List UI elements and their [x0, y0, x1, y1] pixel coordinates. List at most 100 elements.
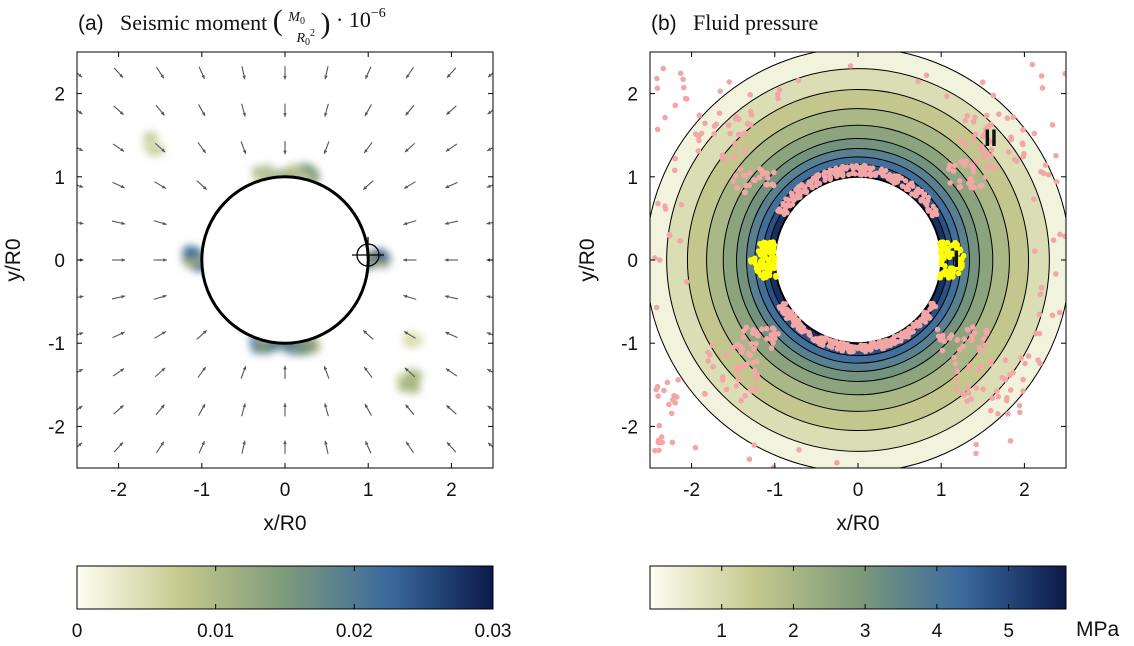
event-dot	[771, 169, 777, 176]
panel-a-xtick-label: -1	[193, 480, 210, 501]
flow-arrowhead	[161, 367, 166, 372]
ring-event-dot	[930, 300, 936, 307]
panel-b-colorbar-tick-label: 1	[716, 621, 727, 642]
flow-arrowhead	[120, 332, 125, 336]
flow-arrowhead	[283, 365, 287, 370]
panel-b-tag: (b)	[651, 12, 677, 35]
event-dot	[654, 85, 661, 92]
ring-event-dot	[798, 189, 804, 195]
ring-event-dot	[898, 338, 904, 344]
flow-arrowhead	[488, 73, 492, 78]
flow-arrowhead	[160, 441, 164, 446]
event-dot	[941, 338, 947, 345]
flow-arrowhead	[364, 112, 369, 117]
event-dot	[1014, 158, 1020, 164]
flow-arrowhead	[403, 258, 407, 262]
event-dot	[985, 123, 991, 130]
panel-b-xtick-label: 1	[936, 480, 947, 501]
flow-arrowhead	[446, 110, 451, 115]
event-dot	[988, 147, 995, 153]
ring-event-dot	[855, 344, 861, 351]
flow-arrowhead	[488, 442, 492, 447]
ring-event-dot	[891, 333, 897, 339]
ring-event-dot	[917, 323, 923, 329]
panel-a-colorbar	[76, 565, 494, 610]
event-dot	[653, 304, 660, 311]
event-dot	[675, 377, 681, 383]
event-dot	[735, 131, 742, 138]
event-dot	[1017, 409, 1023, 416]
flow-arrowhead	[121, 221, 126, 225]
event-dot	[672, 399, 678, 406]
ring-event-dot	[876, 340, 883, 346]
event-dot	[696, 137, 702, 144]
moment-patch	[186, 253, 195, 259]
event-dot	[651, 255, 658, 261]
event-dot	[961, 162, 968, 169]
event-dot	[970, 324, 976, 330]
flow-arrowhead	[201, 112, 206, 117]
event-dot	[748, 388, 755, 394]
event-dot	[742, 189, 748, 196]
event-dot	[984, 164, 991, 170]
event-dot	[747, 108, 754, 115]
event-dot	[1038, 169, 1044, 175]
region-i-dot	[766, 248, 772, 255]
ring-event-dot	[926, 315, 932, 321]
event-dot	[972, 114, 978, 120]
flow-arrowhead	[324, 112, 328, 117]
event-dot	[656, 447, 662, 454]
ring-event-dot	[822, 169, 828, 175]
flow-arrowhead	[78, 147, 83, 151]
region-i-dot	[755, 269, 762, 275]
event-dot	[950, 168, 957, 174]
ring-event-dot	[902, 178, 909, 184]
ring-event-dot	[894, 179, 900, 185]
region-i-dot	[939, 257, 945, 264]
panel-b-ytick-label: 0	[627, 251, 638, 272]
event-dot	[1052, 271, 1059, 277]
event-dot	[1037, 291, 1044, 297]
title-paren-open: (	[273, 4, 283, 37]
flow-arrowhead	[160, 404, 165, 409]
event-dot	[971, 329, 978, 336]
event-dot	[752, 177, 758, 184]
event-dot	[654, 126, 661, 133]
event-dot	[939, 347, 946, 354]
event-dot	[1018, 355, 1024, 361]
ring-event-dot	[927, 306, 933, 312]
event-dot	[964, 112, 971, 119]
region-i-dot	[748, 257, 754, 263]
event-dot	[1007, 438, 1014, 444]
flow-arrowhead	[486, 221, 491, 225]
flow-arrowhead	[283, 75, 287, 80]
panel-a-colorbar-tick-label: 0.03	[475, 621, 512, 642]
event-dot	[711, 131, 717, 137]
event-dot	[763, 181, 769, 188]
panel-a-ylabel: y/R0	[2, 238, 25, 281]
ring-event-dot	[815, 172, 822, 178]
event-dot	[954, 368, 961, 375]
event-dot	[1004, 115, 1011, 121]
panel-a-ytick-label: 2	[54, 85, 65, 106]
event-dot	[747, 122, 754, 128]
event-dot	[847, 63, 854, 69]
event-dot	[966, 364, 972, 371]
flow-arrowhead	[78, 442, 82, 447]
ring-event-dot	[833, 340, 839, 346]
event-dot	[1042, 162, 1049, 168]
event-dot	[775, 91, 781, 97]
flow-arrowhead	[444, 221, 449, 225]
event-dot	[915, 78, 921, 85]
event-dot	[960, 392, 967, 398]
event-dot	[956, 346, 963, 353]
ring-event-dot	[832, 169, 838, 175]
event-dot	[1038, 73, 1045, 79]
event-dot	[652, 447, 658, 454]
event-dot	[962, 117, 968, 124]
flow-arrowhead	[283, 113, 287, 117]
moment-patch	[142, 144, 151, 151]
event-dot	[730, 344, 736, 351]
event-dot	[770, 340, 776, 346]
flow-arrowhead	[364, 403, 369, 408]
